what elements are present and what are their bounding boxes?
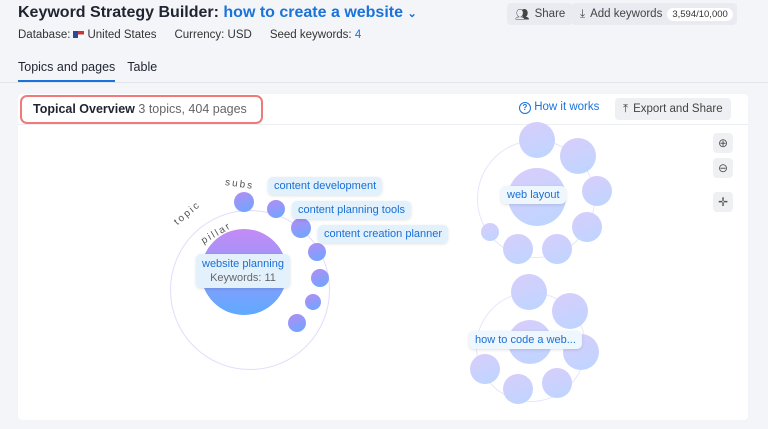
us-flag-icon — [73, 31, 85, 38]
subtopic-node[interactable] — [305, 294, 321, 310]
overview-heading: Topical Overview 3 topics, 404 pages — [20, 95, 263, 124]
subtopic-label[interactable]: content creation planner — [318, 225, 449, 243]
title-prefix: Keyword Strategy Builder: — [18, 4, 219, 21]
subtopic-node[interactable] — [267, 200, 285, 218]
pillar-label[interactable]: website planning Keywords: 11 — [196, 254, 290, 288]
how-it-works-link[interactable]: ? How it works — [519, 101, 599, 114]
subtopic-node[interactable] — [291, 218, 311, 238]
keyword-count-badge: 3,594/10,000 — [667, 7, 733, 21]
topical-overview-panel — [18, 94, 748, 420]
database-label: Database: — [18, 29, 71, 41]
how-it-works-label: How it works — [534, 101, 600, 113]
cluster-label[interactable]: web layout — [501, 186, 566, 204]
share-label: Share — [534, 8, 566, 20]
database-value: United States — [87, 29, 157, 41]
pillar-name: website planning — [202, 258, 284, 270]
cluster-node[interactable] — [542, 234, 572, 264]
help-icon: ? — [519, 102, 531, 114]
subtopic-node[interactable] — [288, 314, 306, 332]
zoom-in-button[interactable]: ⊕ — [713, 133, 733, 153]
view-tabs: Topics and pages Table — [18, 60, 157, 82]
pillar-keyword-count: Keywords: 11 — [210, 272, 276, 284]
divider — [0, 82, 768, 83]
crosshair-icon: ✛ — [717, 195, 729, 209]
cluster-node[interactable] — [481, 223, 499, 241]
subtopic-label[interactable]: content development — [268, 177, 383, 195]
cluster-node[interactable] — [470, 354, 500, 384]
download-icon: ⤓ — [580, 7, 586, 20]
chevron-down-icon: ⌄ — [407, 8, 417, 20]
cluster-node[interactable] — [572, 212, 602, 242]
database-info: Database: United States — [18, 29, 156, 41]
project-meta: Database: United States Currency: USD See… — [18, 29, 361, 41]
users-icon: 👥︎ — [515, 9, 530, 21]
tab-table[interactable]: Table — [127, 60, 158, 74]
export-share-button[interactable]: ⤒ Export and Share — [615, 98, 731, 120]
currency-info: Currency: USD — [174, 29, 252, 41]
page-title: Keyword Strategy Builder: how to create … — [18, 4, 417, 22]
share-button[interactable]: 👥︎ Share — [507, 3, 574, 25]
subtopic-node[interactable] — [234, 192, 254, 212]
subtopic-node[interactable] — [311, 269, 329, 287]
cluster-node[interactable] — [503, 374, 533, 404]
seed-keywords-info: Seed keywords: 4 — [270, 29, 361, 41]
seed-label: Seed keywords: — [269, 29, 352, 41]
overview-title: Topical Overview — [33, 102, 135, 116]
cluster-node[interactable] — [519, 122, 555, 158]
cluster-node[interactable] — [560, 138, 596, 174]
zoom-out-button[interactable]: ⊖ — [713, 158, 733, 178]
cluster-label[interactable]: how to code a web... — [469, 331, 582, 349]
seed-keyword-dropdown[interactable]: how to create a website ⌄ — [223, 4, 416, 21]
seed-keyword: how to create a website — [223, 4, 403, 21]
subtopic-node[interactable] — [308, 243, 326, 261]
cluster-node[interactable] — [511, 274, 547, 310]
zoom-in-icon: ⊕ — [717, 136, 729, 150]
subtopic-label[interactable]: content planning tools — [292, 201, 412, 219]
cluster-node[interactable] — [582, 176, 612, 206]
upload-icon: ⤒ — [623, 102, 629, 115]
add-keywords-button[interactable]: ⤓ Add keywords 3,594/10,000 — [572, 3, 737, 25]
tab-topics-and-pages[interactable]: Topics and pages — [18, 60, 116, 82]
add-keywords-label: Add keywords — [590, 8, 663, 20]
overview-summary: 3 topics, 404 pages — [138, 102, 247, 116]
zoom-out-icon: ⊖ — [717, 161, 729, 175]
cluster-node[interactable] — [503, 234, 533, 264]
cluster-node[interactable] — [552, 293, 588, 329]
seed-count-link[interactable]: 4 — [354, 29, 362, 41]
recenter-button[interactable]: ✛ — [713, 192, 733, 212]
topic-ring — [170, 210, 330, 370]
panel-divider — [18, 124, 748, 125]
export-label: Export and Share — [633, 103, 723, 115]
cluster-node[interactable] — [542, 368, 572, 398]
